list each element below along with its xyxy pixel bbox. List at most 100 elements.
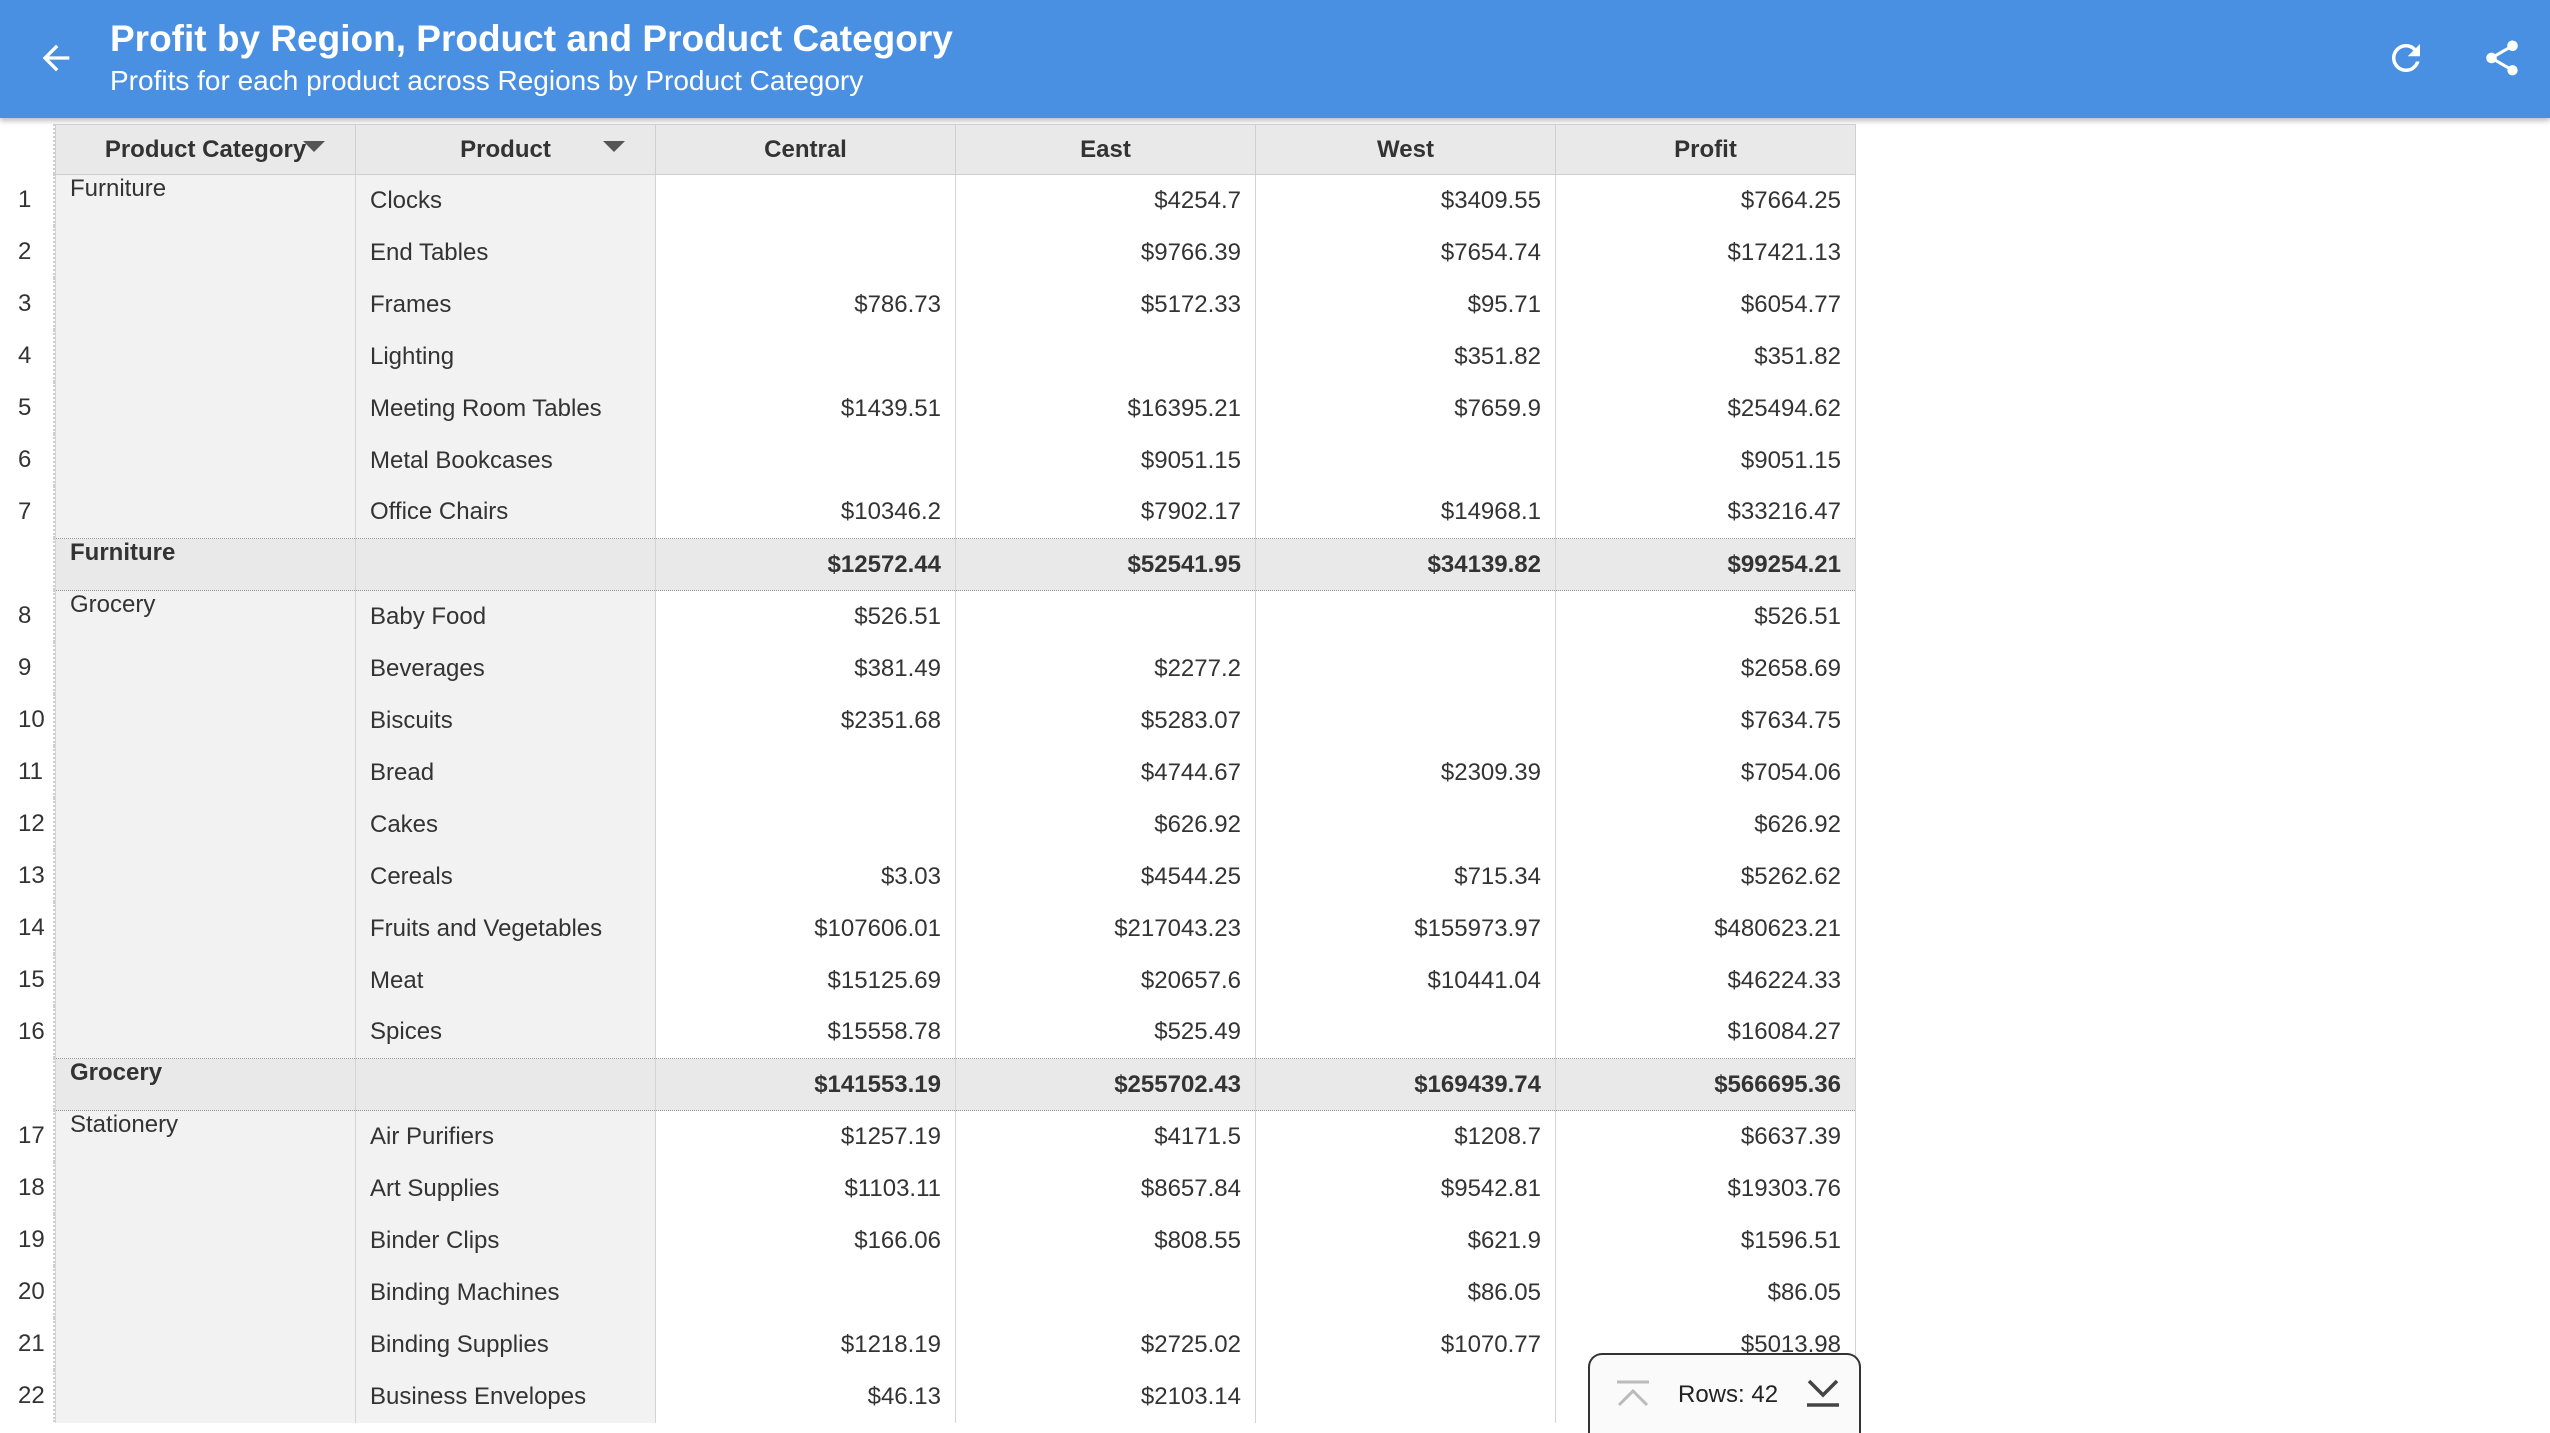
subtotal-west: $169439.74 — [1255, 1058, 1556, 1111]
east-cell: $2277.2 — [955, 642, 1256, 695]
table-row[interactable]: Binding Supplies $1218.19 $2725.02 $1070.77… — [56, 1318, 1856, 1371]
column-header-label: Product — [460, 135, 551, 163]
west-cell — [1255, 1006, 1556, 1059]
table-row[interactable]: Meat $15125.69 $20657.6 $10441.04 $46224.33 — [56, 954, 1856, 1007]
central-cell — [655, 434, 956, 487]
column-header-product-category[interactable]: Product Category — [55, 124, 356, 175]
row-number: 9 — [0, 642, 55, 694]
product-cell: Metal Bookcases — [355, 434, 656, 487]
profit-cell: $86.05 — [1555, 1266, 1856, 1319]
subtotal-central: $12572.44 — [655, 538, 956, 591]
column-header-product[interactable]: Product — [355, 124, 656, 175]
east-cell: $16395.21 — [955, 382, 1256, 435]
title-block: Profit by Region, Product and Product Ca… — [110, 16, 953, 99]
table-row[interactable]: Spices $15558.78 $525.49 $16084.27 — [56, 1006, 1856, 1059]
product-cell: End Tables — [355, 226, 656, 279]
central-cell — [655, 746, 956, 799]
back-button[interactable] — [20, 22, 92, 94]
scroll-to-bottom-icon[interactable] — [1804, 1377, 1842, 1409]
west-cell: $715.34 — [1255, 850, 1556, 903]
central-cell — [655, 798, 956, 851]
product-cell: Office Chairs — [355, 486, 656, 539]
profit-cell: $16084.27 — [1555, 1006, 1856, 1059]
column-header-central[interactable]: Central — [655, 124, 956, 175]
dropdown-arrow-icon[interactable] — [603, 141, 625, 152]
central-cell — [655, 330, 956, 383]
rows-count: Rows: 42 — [1678, 1381, 1779, 1408]
table-row[interactable]: Stationery Air Purifiers $1257.19 $4171.5 $1… — [55, 1110, 1856, 1423]
table-row[interactable]: Fruits and Vegetables $107606.01 $217043.2… — [56, 902, 1856, 955]
table-row[interactable]: Binding Machines $86.05 $86.05 — [56, 1266, 1856, 1319]
share-button[interactable] — [2466, 22, 2538, 94]
subtotal-label: Furniture — [55, 538, 356, 591]
table-row[interactable]: Biscuits $2351.68 $5283.07 $7634.75 — [56, 694, 1856, 747]
subtotal-east: $52541.95 — [955, 538, 1256, 591]
west-cell: $155973.97 — [1255, 902, 1556, 955]
row-number: 16 — [0, 1006, 55, 1058]
west-cell — [1255, 590, 1556, 643]
column-header-west[interactable]: West — [1255, 124, 1556, 175]
west-cell — [1255, 694, 1556, 747]
central-cell: $2351.68 — [655, 694, 956, 747]
central-cell: $1103.11 — [655, 1162, 956, 1215]
west-cell: $351.82 — [1255, 330, 1556, 383]
table-body: Furniture Clocks $4254.7 $3409.55 $7664.25 En… — [55, 174, 1856, 1423]
row-number: 20 — [0, 1266, 55, 1318]
product-cell: Business Envelopes — [355, 1370, 656, 1423]
central-cell: $46.13 — [655, 1370, 956, 1423]
west-cell: $86.05 — [1255, 1266, 1556, 1319]
table-row[interactable]: Art Supplies $1103.11 $8657.84 $9542.81 $193… — [56, 1162, 1856, 1215]
product-cell: Fruits and Vegetables — [355, 902, 656, 955]
table-row[interactable]: Grocery Baby Food $526.51 $526.51 — [55, 590, 1856, 1059]
table-row[interactable]: Beverages $381.49 $2277.2 $2658.69 — [56, 642, 1856, 695]
subtotal-empty-cell — [355, 1058, 656, 1111]
row-number: 21 — [0, 1318, 55, 1370]
product-cell: Lighting — [355, 330, 656, 383]
table-row[interactable]: Frames $786.73 $5172.33 $95.71 $6054.77 — [56, 278, 1856, 331]
row-number: 15 — [0, 954, 55, 1006]
column-header-east[interactable]: East — [955, 124, 1256, 175]
subtotal-label: Grocery — [55, 1058, 356, 1111]
east-cell — [955, 590, 1256, 643]
column-header-profit[interactable]: Profit — [1555, 124, 1856, 175]
east-cell: $5283.07 — [955, 694, 1256, 747]
table-row[interactable]: Cereals $3.03 $4544.25 $715.34 $5262.62 — [56, 850, 1856, 903]
east-cell: $4544.25 — [955, 850, 1256, 903]
table-row[interactable]: Office Chairs $10346.2 $7902.17 $14968.1 $33… — [56, 486, 1856, 539]
product-cell: Biscuits — [355, 694, 656, 747]
west-cell: $7659.9 — [1255, 382, 1556, 435]
scroll-to-top-icon[interactable] — [1614, 1379, 1652, 1409]
refresh-button[interactable] — [2370, 22, 2442, 94]
product-cell: Art Supplies — [355, 1162, 656, 1215]
east-cell: $4254.7 — [955, 174, 1256, 227]
east-cell: $2103.14 — [955, 1370, 1256, 1423]
page-subtitle: Profits for each product across Regions … — [110, 65, 864, 96]
central-cell: $166.06 — [655, 1214, 956, 1267]
east-cell — [955, 1266, 1256, 1319]
page-title: Profit by Region, Product and Product Ca… — [110, 18, 953, 59]
subtotal-west: $34139.82 — [1255, 538, 1556, 591]
central-cell: $526.51 — [655, 590, 956, 643]
table-row[interactable]: Furniture Clocks $4254.7 $3409.55 $7664.25 — [55, 174, 1856, 539]
table-row[interactable]: Binder Clips $166.06 $808.55 $621.9 $1596.51 — [56, 1214, 1856, 1267]
table-row[interactable]: Cakes $626.92 $626.92 — [56, 798, 1856, 851]
row-number: 14 — [0, 902, 55, 954]
east-cell: $9766.39 — [955, 226, 1256, 279]
profit-cell: $33216.47 — [1555, 486, 1856, 539]
product-cell: Binding Machines — [355, 1266, 656, 1319]
central-cell: $15125.69 — [655, 954, 956, 1007]
east-cell: $7902.17 — [955, 486, 1256, 539]
row-number: 2 — [0, 226, 55, 278]
table-row[interactable]: Metal Bookcases $9051.15 $9051.15 — [56, 434, 1856, 487]
refresh-icon — [2392, 44, 2420, 72]
table-row[interactable]: Lighting $351.82 $351.82 — [56, 330, 1856, 383]
dropdown-arrow-icon[interactable] — [303, 141, 325, 152]
table-row[interactable]: Meeting Room Tables $1439.51 $16395.21 $765… — [56, 382, 1856, 435]
subtotal-row: Grocery $141553.19 $255702.43 $169439.74 $56… — [55, 1058, 1856, 1111]
table-row[interactable]: Bread $4744.67 $2309.39 $7054.06 — [56, 746, 1856, 799]
west-cell: $7654.74 — [1255, 226, 1556, 279]
table-row[interactable]: End Tables $9766.39 $7654.74 $17421.13 — [56, 226, 1856, 279]
profit-cell: $1596.51 — [1555, 1214, 1856, 1267]
row-number: 17 — [0, 1110, 55, 1162]
east-cell: $626.92 — [955, 798, 1256, 851]
